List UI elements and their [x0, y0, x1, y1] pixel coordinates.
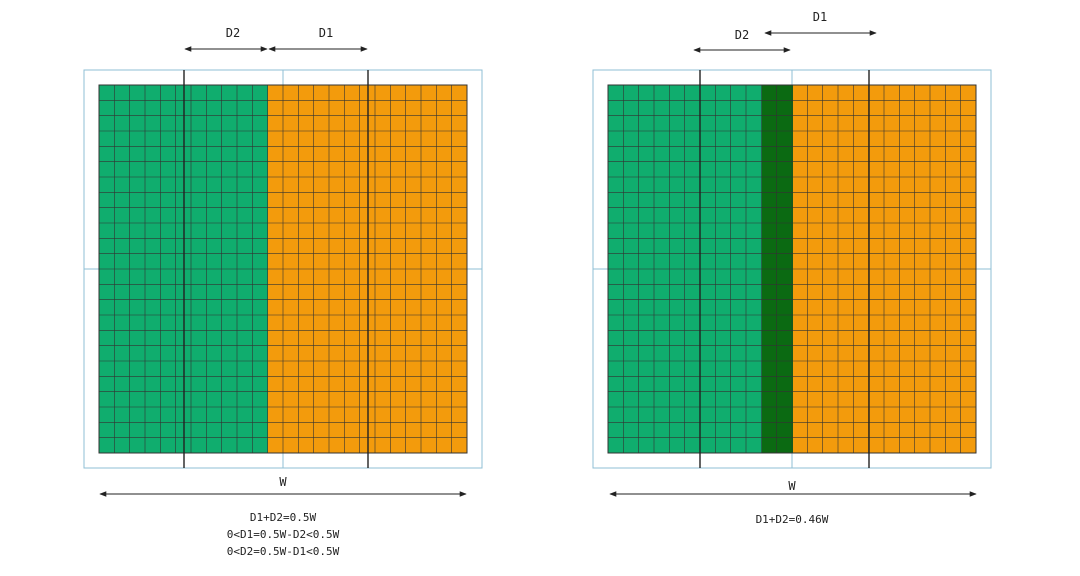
- right-note-1: D1+D2=0.46W: [756, 513, 829, 526]
- left-note-2: 0<D1=0.5W-D2<0.5W: [227, 528, 340, 541]
- right-d1-label: D1: [813, 10, 827, 24]
- left-note-3: 0<D2=0.5W-D1<0.5W: [227, 545, 340, 558]
- left-d1-label: D1: [319, 26, 333, 40]
- left-note-1: D1+D2=0.5W: [250, 511, 317, 524]
- left-w-label: W: [279, 475, 287, 489]
- left-grid-lines: [99, 85, 467, 453]
- left-mesh-border: [98, 84, 468, 454]
- left-panel: D2 D1 W D1+D2=0.5W 0<D1=0.5W-D2<0.5W 0<D…: [83, 26, 483, 558]
- right-mesh-border: [607, 84, 977, 454]
- right-w-label: W: [788, 479, 796, 493]
- right-d2-label: D2: [735, 28, 749, 42]
- left-d2-label: D2: [226, 26, 240, 40]
- right-panel: D2 D1 W D1+D2=0.46W: [592, 10, 992, 526]
